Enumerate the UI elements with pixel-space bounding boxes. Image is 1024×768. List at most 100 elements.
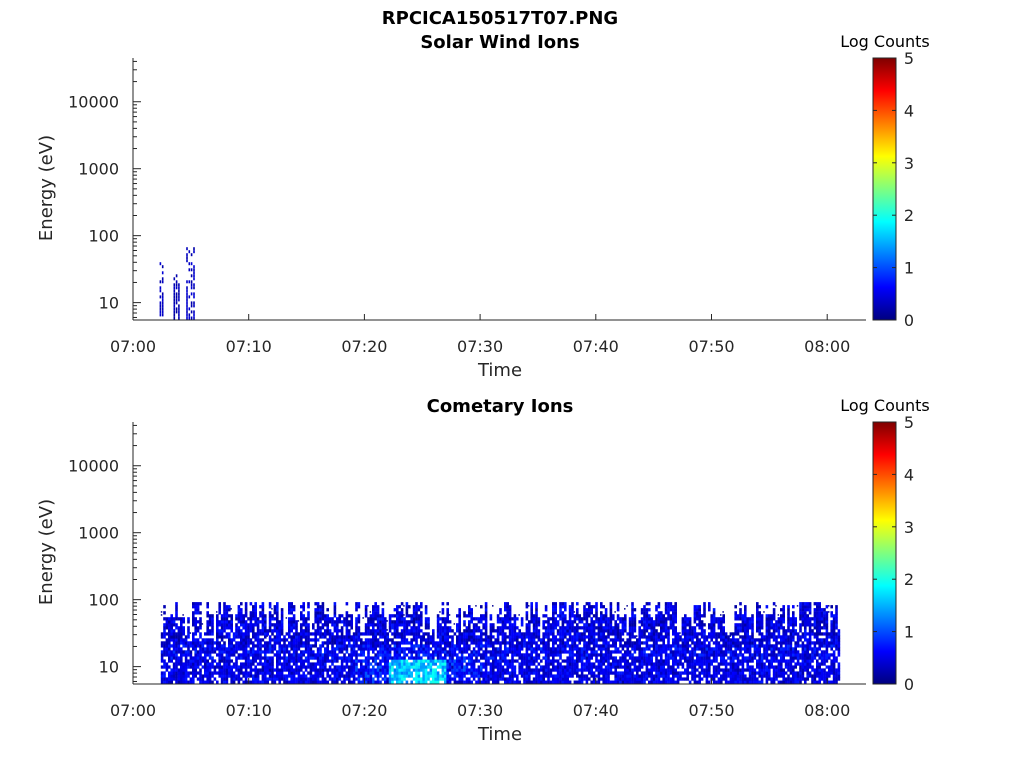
heatmap-cell [715, 635, 718, 639]
heatmap-cell [422, 638, 425, 642]
heatmap-cell [624, 659, 627, 663]
heatmap-cell [590, 656, 593, 660]
heatmap-cell [648, 620, 651, 624]
heatmap-cell [161, 307, 164, 311]
heatmap-cell [518, 662, 521, 666]
heatmap-cell [470, 641, 473, 645]
heatmap-cell [664, 602, 668, 606]
heatmap-cell [410, 650, 413, 654]
heatmap-cell [525, 611, 529, 615]
heatmap-cell [664, 626, 668, 630]
heatmap-cell [681, 671, 685, 675]
heatmap-cell [559, 653, 562, 657]
heatmap-cell [676, 677, 680, 681]
heatmap-cell [664, 662, 668, 666]
heatmap-cell [679, 677, 682, 681]
heatmap-cell [439, 644, 442, 648]
heatmap-cell [616, 602, 620, 606]
heatmap-cell [391, 662, 394, 666]
heatmap-cell [417, 620, 421, 624]
heatmap-cell [427, 650, 430, 654]
heatmap-cell [746, 680, 749, 684]
heatmap-cell [580, 635, 584, 639]
heatmap-cell [188, 313, 191, 317]
heatmap-cell [453, 662, 457, 666]
heatmap-cell [271, 680, 274, 684]
heatmap-cell [628, 650, 632, 654]
heatmap-cell [364, 638, 368, 642]
heatmap-cell [619, 680, 622, 684]
heatmap-cell [547, 680, 550, 684]
heatmap-cell [331, 671, 334, 675]
heatmap-cell [640, 662, 644, 666]
heatmap-cell [415, 656, 418, 660]
heatmap-cell [300, 653, 303, 657]
heatmap-cell [386, 680, 389, 684]
heatmap-cell [439, 626, 442, 630]
heatmap-cell [568, 662, 572, 666]
heatmap-cell [247, 635, 250, 639]
heatmap-cell [328, 677, 332, 681]
heatmap-cell [607, 623, 610, 627]
heatmap-cell [319, 671, 322, 675]
heatmap-cell [297, 665, 301, 669]
heatmap-cell [400, 674, 404, 678]
heatmap-cell [283, 638, 286, 642]
heatmap-cell [494, 662, 497, 666]
heatmap-cell [564, 617, 567, 621]
heatmap-cell [655, 647, 658, 651]
heatmap-cell [484, 629, 488, 633]
heatmap-cell [424, 626, 428, 630]
heatmap-cell [249, 665, 253, 669]
heatmap-cell [336, 629, 339, 633]
heatmap-cell [189, 662, 193, 666]
cometary-panel: Cometary Ions Time Energy (eV) Log Count… [36, 396, 930, 745]
heatmap-cell [720, 632, 723, 636]
heatmap-cell [674, 626, 677, 630]
heatmap-cell [715, 632, 718, 636]
heatmap-cell [669, 671, 673, 675]
heatmap-cell [499, 659, 502, 663]
heatmap-cell [525, 617, 529, 621]
heatmap-cell [273, 653, 277, 657]
heatmap-cell [564, 659, 567, 663]
heatmap-cell [410, 629, 413, 633]
heatmap-cell [528, 629, 531, 633]
heatmap-cell [304, 644, 308, 648]
heatmap-cell [312, 638, 315, 642]
heatmap-cell [480, 632, 483, 636]
heatmap-cell [360, 638, 363, 642]
heatmap-cell [458, 680, 461, 684]
heatmap-cell [187, 644, 190, 648]
heatmap-cell [556, 629, 560, 633]
heatmap-cell [614, 656, 617, 660]
heatmap-cell [751, 635, 754, 639]
heatmap-cell [379, 644, 382, 648]
heatmap-cell [420, 638, 423, 642]
heatmap-cell [307, 611, 310, 615]
heatmap-cell [232, 671, 236, 675]
heatmap-cell [340, 659, 344, 663]
heatmap-cell [556, 638, 560, 642]
heatmap-cell [429, 662, 433, 666]
heatmap-cell [693, 650, 697, 654]
heatmap-cell [657, 644, 661, 648]
heatmap-cell [189, 659, 193, 663]
heatmap-cell [259, 611, 262, 615]
heatmap-cell [168, 629, 171, 633]
heatmap-cell [170, 632, 173, 636]
heatmap-cell [444, 647, 447, 651]
heatmap-cell [396, 650, 399, 654]
heatmap-cell [429, 647, 433, 651]
heatmap-cell [655, 659, 658, 663]
heatmap-cell [381, 608, 385, 612]
heatmap-cell [211, 629, 214, 633]
heatmap-cell [220, 653, 224, 657]
heatmap-cell [223, 644, 226, 648]
heatmap-cell [508, 659, 512, 663]
heatmap-cell [684, 653, 687, 657]
heatmap-cell [700, 614, 704, 618]
heatmap-cell [168, 659, 171, 663]
heatmap-cell [652, 674, 656, 678]
heatmap-cell [648, 614, 651, 618]
